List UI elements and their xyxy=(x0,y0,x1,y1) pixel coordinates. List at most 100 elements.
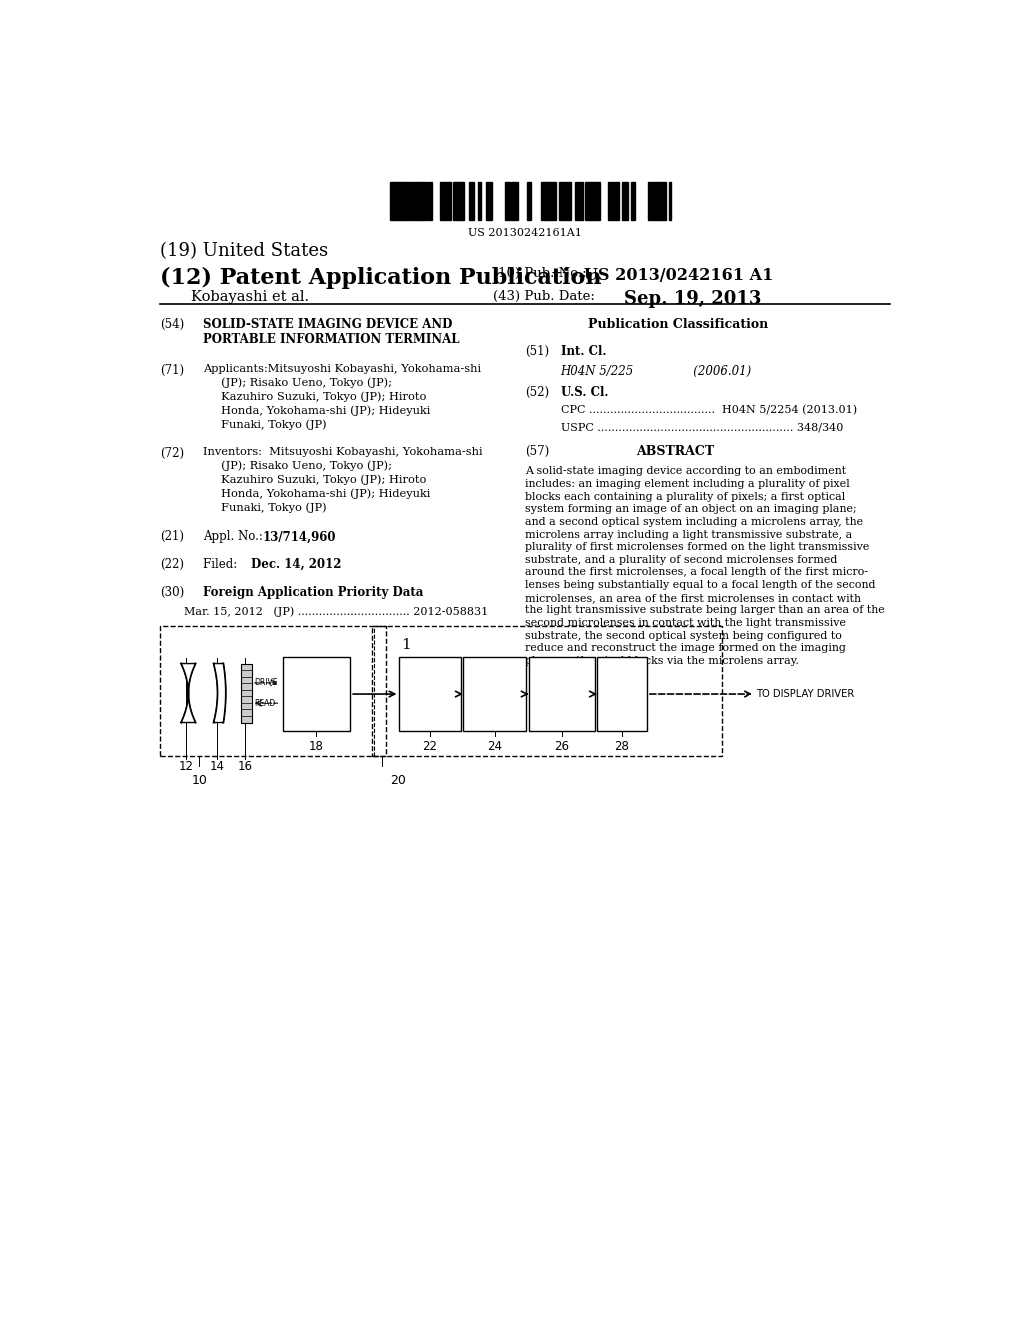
Text: UNIT: UNIT xyxy=(483,702,506,711)
Text: (22): (22) xyxy=(160,558,183,570)
Bar xyxy=(478,182,481,220)
Text: ABSTRACT: ABSTRACT xyxy=(637,445,715,458)
Bar xyxy=(453,182,456,220)
Bar xyxy=(283,657,350,731)
Text: CAPTURING: CAPTURING xyxy=(467,689,522,698)
Text: 18: 18 xyxy=(309,739,324,752)
Bar xyxy=(648,182,650,220)
Bar xyxy=(421,182,426,220)
Bar xyxy=(449,182,451,220)
Text: Dec. 14, 2012: Dec. 14, 2012 xyxy=(251,558,342,570)
Bar xyxy=(615,182,618,220)
Bar xyxy=(242,664,252,722)
Polygon shape xyxy=(181,664,196,722)
Bar xyxy=(427,182,432,220)
Bar xyxy=(597,657,647,731)
Bar xyxy=(440,182,443,220)
Text: 22: 22 xyxy=(423,739,437,752)
Bar xyxy=(608,182,612,220)
Bar xyxy=(403,182,407,220)
Text: (30): (30) xyxy=(160,586,184,599)
Text: 20: 20 xyxy=(390,775,406,787)
Bar xyxy=(547,182,550,220)
Text: (43) Pub. Date:: (43) Pub. Date: xyxy=(494,289,595,302)
Bar xyxy=(569,182,570,220)
Text: DRIVE: DRIVE xyxy=(254,678,278,688)
Text: IMAGE: IMAGE xyxy=(479,676,510,685)
Bar xyxy=(459,182,461,220)
Text: DRIVER: DRIVER xyxy=(604,680,640,689)
Bar xyxy=(529,182,531,220)
Bar xyxy=(505,182,510,220)
Text: (10) Pub. No.:: (10) Pub. No.: xyxy=(494,267,587,280)
Text: SOLID-STATE IMAGING DEVICE AND
PORTABLE INFORMATION TERMINAL: SOLID-STATE IMAGING DEVICE AND PORTABLE … xyxy=(204,318,460,346)
Text: Sep. 19, 2013: Sep. 19, 2013 xyxy=(624,289,762,308)
Bar xyxy=(469,182,473,220)
Text: Int. Cl.: Int. Cl. xyxy=(560,346,606,359)
Polygon shape xyxy=(214,664,225,722)
Bar xyxy=(544,182,547,220)
Bar xyxy=(456,182,459,220)
Bar xyxy=(390,182,395,220)
Bar xyxy=(622,182,625,220)
Bar xyxy=(412,182,416,220)
Bar xyxy=(552,182,554,220)
Text: TO DISPLAY DRIVER: TO DISPLAY DRIVER xyxy=(757,689,855,700)
Text: 28: 28 xyxy=(614,739,630,752)
Text: 16: 16 xyxy=(238,760,253,774)
Text: UNIT: UNIT xyxy=(550,702,573,711)
Text: (51): (51) xyxy=(524,346,549,359)
Bar xyxy=(659,182,665,220)
Bar xyxy=(653,182,654,220)
Text: US 2013/0242161 A1: US 2013/0242161 A1 xyxy=(585,267,774,284)
Bar xyxy=(373,626,722,756)
Text: PROCESSING: PROCESSING xyxy=(531,689,593,698)
Bar xyxy=(462,182,464,220)
Bar xyxy=(541,182,544,220)
Bar xyxy=(597,182,600,220)
Bar xyxy=(588,182,591,220)
Bar xyxy=(665,182,666,220)
Text: (54): (54) xyxy=(160,318,184,331)
Bar xyxy=(554,182,556,220)
Bar xyxy=(612,182,615,220)
Bar xyxy=(395,182,396,220)
Text: I/F: I/F xyxy=(424,702,436,711)
Bar xyxy=(581,182,584,220)
Bar xyxy=(396,182,398,220)
Text: Kobayashi et al.: Kobayashi et al. xyxy=(191,289,309,304)
Text: 13/714,960: 13/714,960 xyxy=(263,531,337,544)
Bar xyxy=(559,182,564,220)
Text: H04N 5/225                (2006.01): H04N 5/225 (2006.01) xyxy=(560,364,752,378)
Bar xyxy=(399,657,461,731)
Bar xyxy=(486,182,489,220)
Text: (52): (52) xyxy=(524,385,549,399)
Bar xyxy=(575,182,581,220)
Bar xyxy=(160,626,386,756)
Bar xyxy=(489,182,493,220)
Text: READ: READ xyxy=(254,698,275,708)
Bar xyxy=(669,182,671,220)
Bar xyxy=(591,182,594,220)
Text: CPC ....................................  H04N 5/2254 (2013.01): CPC ....................................… xyxy=(560,405,857,416)
Text: Applicants:Mitsuyoshi Kobayashi, Yokohama-shi
     (JP); Risako Ueno, Tokyo (JP): Applicants:Mitsuyoshi Kobayashi, Yokoham… xyxy=(204,364,481,430)
Text: SIGNAL: SIGNAL xyxy=(544,676,580,685)
Text: (12) Patent Application Publication: (12) Patent Application Publication xyxy=(160,267,601,289)
Text: 26: 26 xyxy=(554,739,569,752)
Text: A solid-state imaging device according to an embodiment
includes: an imaging ele: A solid-state imaging device according t… xyxy=(524,466,885,667)
Bar xyxy=(416,182,421,220)
Bar xyxy=(631,182,636,220)
Text: Foreign Application Priority Data: Foreign Application Priority Data xyxy=(204,586,424,599)
Bar xyxy=(594,182,597,220)
Bar xyxy=(461,182,462,220)
Text: US 20130242161A1: US 20130242161A1 xyxy=(468,227,582,238)
Text: MODULE: MODULE xyxy=(410,689,451,698)
Text: Appl. No.:: Appl. No.: xyxy=(204,531,267,544)
Text: Inventors:  Mitsuyoshi Kobayashi, Yokohama-shi
     (JP); Risako Ueno, Tokyo (JP: Inventors: Mitsuyoshi Kobayashi, Yokoham… xyxy=(204,447,483,513)
Text: 24: 24 xyxy=(487,739,502,752)
Bar xyxy=(585,182,588,220)
Bar xyxy=(511,182,516,220)
Text: CAMERA: CAMERA xyxy=(410,676,451,685)
Bar xyxy=(625,182,628,220)
Bar xyxy=(407,182,412,220)
